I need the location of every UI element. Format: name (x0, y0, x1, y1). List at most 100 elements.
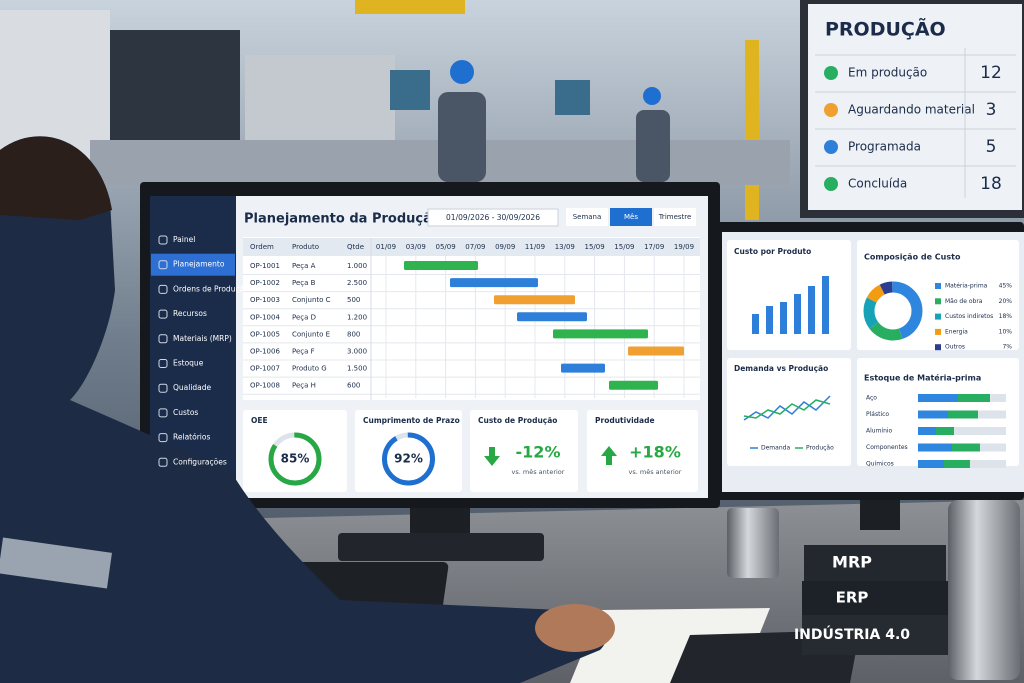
gantt-bar (517, 312, 587, 322)
table-cell: Peça F (292, 348, 315, 356)
menu-item[interactable]: Painel (173, 235, 195, 244)
menu-icon (158, 284, 168, 294)
gantt-bar (553, 329, 648, 339)
monitor-base (338, 533, 544, 561)
timeline-label: 07/09 (465, 243, 485, 251)
arrow-down (484, 447, 500, 466)
mini-line (743, 399, 831, 419)
view-tab[interactable] (566, 208, 608, 226)
menu-icon (158, 433, 168, 443)
card-title: Composição de Custo (864, 253, 961, 262)
date-picker (427, 208, 559, 227)
kpi-title: Custo de Produção (478, 416, 557, 425)
menu-item[interactable]: Materiais (MRP) (173, 334, 232, 343)
menu-item[interactable]: Recursos (173, 309, 207, 318)
status-dot (824, 140, 838, 154)
status-count: 3 (986, 100, 997, 120)
table-header (243, 238, 700, 256)
dashboard-title: Planejamento da Produção (244, 212, 441, 227)
legend-label: Demanda (761, 445, 790, 452)
book-spine-label: MRP (832, 553, 872, 572)
donut-segment (863, 281, 923, 341)
menu-icon (158, 359, 168, 368)
table-cell: Conjunto E (292, 330, 330, 338)
mini-bar (752, 314, 759, 334)
dynamic-layer: PRODUÇÃO Em produção 12 Aguardando material… (151, 17, 1019, 643)
date-range: 01/09/2026 - 30/09/2026 (446, 213, 540, 222)
table-cell: 800 (347, 330, 360, 338)
ring-label: 92% (394, 452, 423, 466)
menu-icon (158, 408, 168, 418)
menu-icon (158, 383, 168, 393)
stock-bar (944, 460, 970, 468)
menu-item[interactable]: Qualidade (173, 383, 212, 392)
kpi-title: Cumprimento de Prazo (363, 416, 460, 425)
legend-value: 18% (999, 313, 1013, 320)
timeline-label: 11/09 (525, 243, 545, 251)
stock-item: Químicos (866, 461, 894, 468)
card-title: Estoque de Matéria-prima (864, 373, 981, 383)
menu-item[interactable]: Ordens de Produção (173, 284, 249, 293)
menu-item[interactable]: Planejamento (173, 260, 225, 269)
kpi-delta: +18% (629, 443, 681, 462)
table-cell: 500 (347, 296, 360, 304)
status-count: 18 (980, 174, 1002, 194)
view-tab-label[interactable]: Mês (624, 213, 638, 221)
legend-label: Matéria-prima (945, 283, 988, 290)
book (802, 615, 948, 655)
table-cell: OP-1002 (250, 279, 280, 287)
stock-bar (936, 427, 954, 435)
table-cell: OP-1001 (250, 262, 280, 270)
reflective-stripe (0, 537, 112, 589)
mini-bar (808, 286, 815, 334)
legend-label: Custos indiretos (945, 313, 993, 320)
legend-label: Outros (945, 344, 965, 351)
view-tab-active[interactable] (610, 208, 652, 226)
legend-value: 45% (999, 283, 1013, 290)
side-card (857, 240, 1019, 350)
legend-swatch (935, 313, 941, 320)
kpi-card (470, 410, 578, 492)
status-count: 12 (980, 63, 1002, 83)
menu-active (151, 253, 235, 276)
legend-label: Produção (806, 445, 834, 452)
menu-icon (158, 309, 168, 319)
menu-item[interactable]: Custos (173, 408, 198, 417)
workers (438, 60, 670, 182)
ring-label: 85% (281, 452, 310, 466)
book-spine-label: ERP (836, 589, 869, 607)
table-cell: OP-1003 (250, 296, 280, 304)
kpi-card (355, 410, 462, 492)
table-cell: 2.500 (347, 279, 367, 287)
menu-item[interactable]: Estoque (173, 359, 204, 368)
gantt-bar (450, 278, 538, 288)
menu-item[interactable]: Configurações (173, 457, 227, 466)
table-header-cell: Qtde (347, 243, 364, 251)
timeline-label: 15/09 (614, 243, 634, 251)
timeline-label: 17/09 (644, 243, 664, 251)
mini-line (743, 395, 831, 421)
card-title: Demanda vs Produção (734, 364, 828, 373)
view-tab-label[interactable]: Trimestre (658, 213, 692, 221)
mini-bar (794, 294, 801, 334)
menu-item[interactable]: Relatórios (173, 433, 210, 442)
table-cell: 1.000 (347, 262, 367, 270)
view-tab[interactable] (654, 208, 696, 226)
view-tab-label[interactable]: Semana (573, 213, 602, 221)
status-label: Em produção (848, 66, 927, 80)
menu-icon (158, 334, 168, 344)
status-count: 5 (986, 137, 997, 157)
mini-bar (822, 276, 829, 334)
legend-value: 20% (999, 298, 1013, 305)
table-header-cell: Ordem (250, 243, 274, 251)
kpi-title: Produtividade (595, 416, 655, 425)
status-label: Concluída (848, 177, 907, 191)
status-dot (824, 103, 838, 117)
book-spine-label: INDÚSTRIA 4.0 (794, 625, 910, 643)
table-cell: OP-1004 (250, 313, 280, 321)
menu-icon (158, 260, 168, 270)
table-cell: 1.200 (347, 313, 367, 321)
wall-title: PRODUÇÃO (825, 17, 946, 41)
kpi-note: vs. mês anterior (629, 468, 682, 476)
